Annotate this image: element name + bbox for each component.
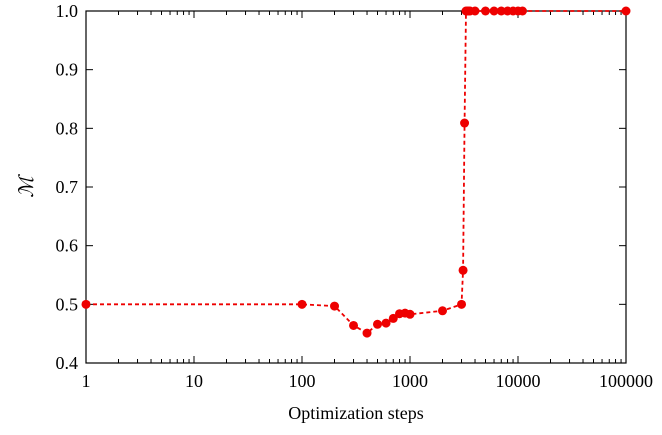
x-tick-label: 100000	[599, 371, 653, 391]
data-point	[438, 306, 448, 316]
y-tick-label: 0.4	[56, 353, 79, 373]
x-tick-label: 100	[289, 371, 316, 391]
data-point	[621, 6, 631, 16]
y-axis-label: ℳ	[16, 174, 38, 198]
data-point	[460, 118, 470, 128]
data-point	[81, 299, 91, 309]
data-point	[489, 6, 499, 16]
data-point	[349, 320, 359, 330]
data-point	[362, 328, 372, 338]
y-tick-label: 1.0	[56, 1, 79, 21]
data-point	[517, 6, 527, 16]
x-tick-label: 10000	[496, 371, 541, 391]
data-points	[81, 6, 631, 338]
data-point	[388, 313, 398, 323]
data-point	[458, 265, 468, 275]
data-point	[457, 299, 467, 309]
x-axis-label: Optimization steps	[288, 403, 423, 423]
y-tick-label: 0.6	[56, 236, 79, 256]
series-line	[86, 10, 626, 335]
x-tick-label: 10	[185, 371, 203, 391]
data-point	[372, 319, 382, 329]
data-point	[330, 301, 340, 311]
data-point	[496, 6, 506, 16]
plot-frame	[85, 10, 627, 364]
x-tick-label: 1	[82, 371, 91, 391]
y-tick-label: 0.7	[56, 177, 79, 197]
axis-ticks	[85, 10, 627, 364]
tick-labels: 1 10 100 1000 10000 100000 0.4 0.5 0.6 0.7 0.8 0.9 1…	[56, 1, 654, 391]
data-point	[297, 299, 307, 309]
x-tick-label: 1000	[392, 371, 428, 391]
y-tick-label: 0.5	[56, 294, 79, 314]
data-point	[381, 318, 391, 328]
y-tick-label: 0.9	[56, 60, 79, 80]
data-point	[470, 6, 480, 16]
data-point	[480, 6, 490, 16]
data-point	[405, 309, 415, 319]
y-tick-label: 0.8	[56, 118, 79, 138]
